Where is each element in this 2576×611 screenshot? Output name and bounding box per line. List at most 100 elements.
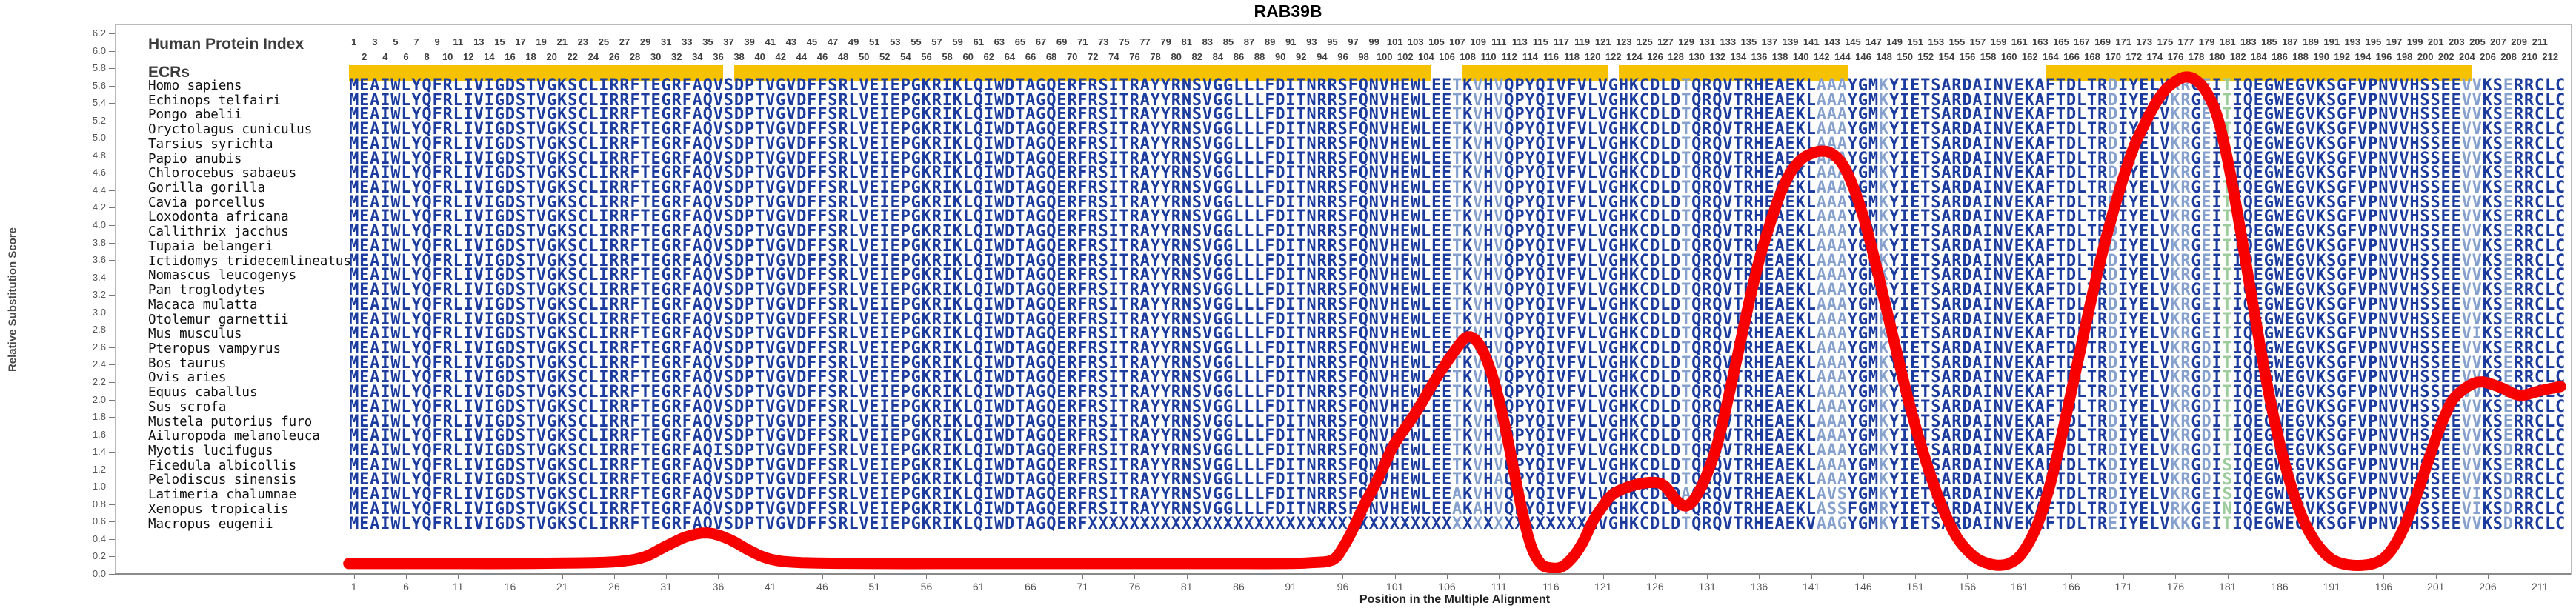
species-label: Nomascus leucogenys xyxy=(148,268,297,284)
x-tick-mark xyxy=(1499,574,1500,579)
species-label: Ficedula albicollis xyxy=(148,458,297,473)
y-tick-label: 2.0 xyxy=(92,393,106,405)
column-number: 31 xyxy=(660,36,672,47)
species-label: Echinops telfairi xyxy=(148,93,282,108)
column-number: 142 xyxy=(1813,51,1830,62)
column-number: 14 xyxy=(484,51,495,62)
column-number: 128 xyxy=(1668,51,1684,62)
x-tick-label: 206 xyxy=(2479,581,2497,592)
y-tick-label: 2.4 xyxy=(92,358,106,370)
column-number: 53 xyxy=(890,36,901,47)
x-tick-mark xyxy=(1342,574,1344,579)
column-number: 3 xyxy=(372,36,378,47)
x-tick-label: 71 xyxy=(1076,581,1088,592)
column-number: 203 xyxy=(2448,36,2465,47)
column-number: 22 xyxy=(567,51,578,62)
column-number: 110 xyxy=(1480,51,1497,62)
column-number: 137 xyxy=(1761,36,1778,47)
column-number: 92 xyxy=(1296,51,1307,62)
x-tick-label: 11 xyxy=(452,581,464,592)
column-number: 87 xyxy=(1243,36,1255,47)
x-tick-label: 41 xyxy=(764,581,776,592)
column-number: 69 xyxy=(1056,36,1068,47)
y-tick-label: 1.6 xyxy=(92,428,106,440)
x-tick-label: 81 xyxy=(1180,581,1193,592)
column-number: 45 xyxy=(806,36,818,47)
species-label: Tarsius syrichta xyxy=(148,136,273,152)
column-number: 44 xyxy=(796,51,808,62)
column-number: 148 xyxy=(1876,51,1892,62)
column-number: 200 xyxy=(2417,51,2434,62)
column-number: 153 xyxy=(1928,36,1945,47)
column-number: 129 xyxy=(1678,36,1694,47)
x-tick-mark xyxy=(1134,574,1136,579)
column-number: 66 xyxy=(1025,51,1036,62)
column-number: 135 xyxy=(1740,36,1757,47)
column-number: 171 xyxy=(2115,36,2132,47)
column-number: 100 xyxy=(1376,51,1393,62)
column-number: 165 xyxy=(2053,36,2069,47)
column-number: 175 xyxy=(2157,36,2174,47)
column-number: 124 xyxy=(1626,51,1643,62)
column-number: 13 xyxy=(473,36,485,47)
column-number: 147 xyxy=(1866,36,1882,47)
species-label: Gorilla gorilla xyxy=(148,181,266,196)
column-number: 55 xyxy=(911,36,922,47)
column-number: 189 xyxy=(2303,36,2319,47)
y-tick-label: 5.4 xyxy=(92,97,106,109)
y-tick-label: 1.2 xyxy=(92,463,106,475)
column-number: 17 xyxy=(515,36,526,47)
column-number: 41 xyxy=(765,36,776,47)
y-tick-label: 4.6 xyxy=(92,167,106,178)
species-label: Homo sapiens xyxy=(148,79,242,93)
y-tick-label: 4.4 xyxy=(92,184,106,196)
column-number: 123 xyxy=(1615,36,1632,47)
column-number: 125 xyxy=(1637,36,1653,47)
column-number: 156 xyxy=(1959,51,1976,62)
x-tick-label: 156 xyxy=(1958,581,1977,592)
y-tick-label: 6.0 xyxy=(92,44,106,56)
column-number: 206 xyxy=(2480,51,2496,62)
x-tick-label: 6 xyxy=(403,581,409,592)
column-number: 131 xyxy=(1699,36,1716,47)
x-tick-label: 101 xyxy=(1386,581,1404,592)
column-number: 49 xyxy=(848,36,859,47)
x-tick-label: 46 xyxy=(816,581,828,592)
column-number: 198 xyxy=(2396,51,2413,62)
species-label: Ovis aries xyxy=(148,370,227,386)
species-label: Callithrix jacchus xyxy=(148,224,289,240)
column-number: 127 xyxy=(1657,36,1674,47)
y-tick-mark xyxy=(109,417,115,418)
column-number: 34 xyxy=(692,51,703,62)
column-number: 161 xyxy=(2011,36,2028,47)
species-label: Loxodonta africana xyxy=(148,210,289,225)
column-number: 118 xyxy=(1564,51,1580,62)
column-number: 47 xyxy=(827,36,839,47)
x-tick-mark xyxy=(1915,574,1917,579)
column-number: 188 xyxy=(2292,51,2309,62)
x-tick-label: 26 xyxy=(608,581,620,592)
column-number: 29 xyxy=(639,36,651,47)
column-number: 160 xyxy=(2000,51,2017,62)
column-number: 67 xyxy=(1035,36,1047,47)
column-number: 62 xyxy=(983,51,994,62)
column-number: 86 xyxy=(1233,51,1245,62)
column-number: 104 xyxy=(1418,51,1434,62)
x-tick-mark xyxy=(2487,574,2489,579)
y-tick-mark xyxy=(109,347,115,348)
x-tick-label: 16 xyxy=(504,581,516,592)
column-number: 150 xyxy=(1897,51,1914,62)
column-number: 81 xyxy=(1181,36,1192,47)
column-number: 167 xyxy=(2074,36,2090,47)
column-number: 197 xyxy=(2386,36,2403,47)
x-tick-label: 106 xyxy=(1438,581,1456,592)
column-number: 8 xyxy=(424,51,430,62)
x-tick-label: 146 xyxy=(1854,581,1872,592)
column-number: 38 xyxy=(733,51,745,62)
column-number: 94 xyxy=(1317,51,1328,62)
column-number: 119 xyxy=(1574,36,1591,47)
column-number: 126 xyxy=(1647,51,1663,62)
column-number: 52 xyxy=(879,51,891,62)
column-number: 77 xyxy=(1139,36,1151,47)
y-tick-mark xyxy=(109,103,115,104)
